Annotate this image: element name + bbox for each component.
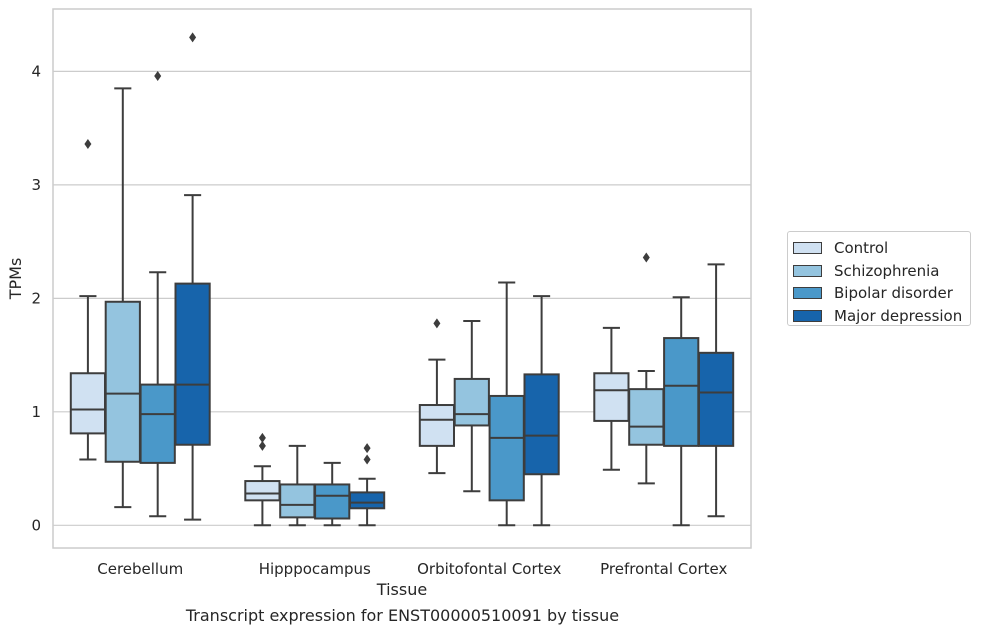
outlier-point (258, 432, 266, 443)
legend-item: Bipolar disorder (793, 282, 970, 305)
x-tick-label: Orbitofontal Cortex (417, 560, 561, 578)
outlier-point (642, 252, 650, 263)
box (174, 282, 211, 446)
y-axis-label: TPMs (6, 258, 25, 301)
outlier-point (433, 318, 441, 329)
x-tick-label: Hipppocampus (259, 560, 371, 578)
y-tick-label: 0 (31, 516, 41, 534)
x-tick-label: Prefrontal Cortex (600, 560, 727, 578)
box (314, 483, 351, 520)
box (453, 377, 490, 427)
legend-swatch (793, 309, 822, 322)
box (139, 383, 176, 464)
outlier-point (363, 443, 371, 454)
y-tick-label: 4 (31, 62, 41, 80)
box (104, 300, 141, 463)
box (593, 372, 630, 422)
x-tick-label: Cerebellum (97, 560, 183, 578)
outlier-point (154, 70, 162, 81)
legend-item: Schizophrenia (793, 260, 970, 283)
legend: Control Schizophrenia Bipolar disorder Majo… (787, 231, 971, 326)
outlier-point (258, 440, 266, 451)
y-tick-label: 2 (31, 289, 41, 307)
legend-item: Major depression (793, 305, 970, 328)
box (348, 491, 386, 510)
legend-label: Bipolar disorder (834, 284, 953, 303)
box (244, 480, 281, 502)
box (523, 373, 560, 476)
legend-swatch (793, 264, 822, 277)
y-tick-label: 3 (31, 176, 41, 194)
legend-label: Control (834, 239, 889, 258)
legend-swatch (793, 287, 822, 300)
box (279, 483, 316, 519)
legend-label: Major depression (834, 306, 963, 325)
legend-item: Control (793, 237, 970, 260)
box (628, 388, 665, 446)
plot-frame (52, 8, 752, 549)
box (488, 394, 525, 502)
legend-label: Schizophrenia (834, 261, 940, 280)
legend-swatch (793, 242, 822, 255)
outlier-point (84, 139, 92, 150)
y-tick-label: 1 (31, 403, 41, 421)
box (663, 337, 700, 447)
x-axis-label: Tissue (376, 580, 427, 599)
outlier-point (363, 454, 371, 465)
chart-caption: Transcript expression for ENST0000051009… (185, 606, 620, 625)
outlier-point (189, 32, 197, 43)
box (418, 404, 456, 447)
box (697, 351, 735, 447)
box (69, 372, 107, 435)
